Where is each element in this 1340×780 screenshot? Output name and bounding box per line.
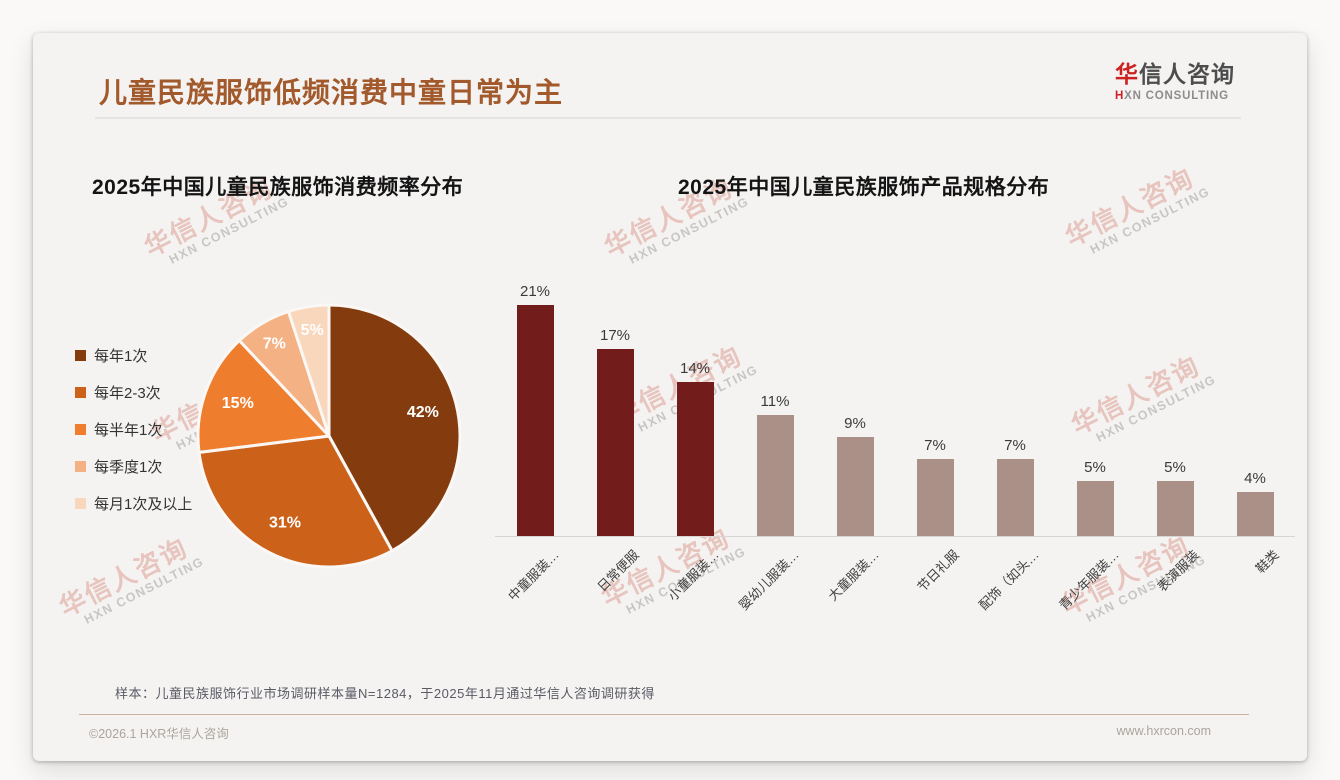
legend-label: 每半年1次 [94,422,163,439]
bar-column: 9% [815,267,895,536]
bar-column: 7% [895,267,975,536]
pie-svg: 42% 31% 15% 7% 5% [196,303,462,569]
pie-slice [287,303,331,438]
pie-slice-label: 31% [269,514,301,531]
legend-label: 每年1次 [94,348,148,365]
bar-chart-title: 2025年中国儿童民族服饰产品规格分布 [678,176,1050,199]
bar-rect [756,415,794,536]
legend-item: 每年2-3次 [75,374,192,411]
legend-swatch [75,387,86,398]
bar-category-label: 日常便服 [594,547,642,595]
pie-slice-label: 42% [407,404,439,421]
pie-chart-title: 2025年中国儿童民族服饰消费频率分布 [92,176,464,199]
legend-swatch [75,461,86,472]
bar-value-label: 21% [519,283,551,300]
bar-column: 4% [1215,267,1295,536]
bar-category-label: 婴幼儿服装… [735,547,802,613]
company-logo: 华信人咨询 HXN CONSULTING [1115,55,1235,102]
logo-english-text: HXN CONSULTING [1115,90,1229,102]
pie-slice [196,339,331,454]
legend-item: 每年1次 [75,337,192,374]
bar-category-label: 小童服装… [665,547,722,604]
footer-divider [79,714,1249,715]
sample-footnote: 样本：儿童民族服饰行业市场调研样本量N=1284，于2025年11月通过华信人咨… [115,686,655,701]
logo-chinese-text: 华信人咨询 [1115,61,1235,87]
bar-rect [1236,492,1274,536]
bar-value-label: 14% [679,360,711,377]
pie-slice-label: 5% [301,322,324,339]
bar-value-label: 7% [924,437,946,454]
bar-rect [1076,481,1114,536]
bar-category-label: 节日礼服 [914,547,962,595]
bar-x-axis-labels: 中童服装… 日常便服 小童服装… 婴幼儿服装… 大童服装… 节日礼服 配饰（如头… 青少年服装… [495,539,1295,639]
bar-value-label: 5% [1164,459,1186,476]
bar-value-label: 5% [1084,459,1106,476]
pie-slice-label: 15% [222,395,254,412]
bar-value-label: 11% [760,393,790,410]
legend-item: 每半年1次 [75,411,192,448]
legend-item: 每月1次及以上 [75,485,192,522]
legend-label: 每年2-3次 [94,385,161,402]
bar-column: 17% [575,267,655,536]
bar-category-label: 配饰（如头… [975,547,1042,613]
bar-rect [836,437,874,536]
page-title: 儿童民族服饰低频消费中童日常为主 [99,77,564,108]
footer-website: www.hxrcon.com [1116,724,1211,738]
legend-swatch [75,498,86,509]
bar-value-label: 9% [844,415,866,432]
bar-column: 5% [1055,267,1135,536]
bar-rect [916,459,954,536]
bar-rect [596,349,634,536]
bar-value-label: 17% [599,327,631,344]
pie-slice-label: 7% [263,336,286,353]
footer-copyright: ©2026.1 HXR华信人咨询 [89,727,229,741]
bar-column: 7% [975,267,1055,536]
bar-category-label: 表演服装 [1154,547,1202,595]
bar-value-label: 4% [1244,470,1266,487]
bar-rect [996,459,1034,536]
bar-category-label: 中童服装… [505,547,562,604]
bar-rect [676,382,714,536]
pie-slice [327,303,462,553]
bar-column: 5% [1135,267,1215,536]
pie-chart: 42% 31% 15% 7% 5% [189,296,469,576]
bar-rect [1156,481,1194,536]
legend-label: 每月1次及以上 [94,496,193,513]
bar-category-label: 大童服装… [825,547,882,604]
legend-label: 每季度1次 [94,459,163,476]
legend-swatch [75,350,86,361]
legend-item: 每季度1次 [75,448,192,485]
bar-category-label: 鞋类 [1252,547,1282,577]
bar-rect [516,305,554,536]
bar-column: 14% [655,267,735,536]
slide-card: 华信人咨询 HXN CONSULTING 华信人咨询 HXN CONSULTING 华信… [33,33,1307,761]
bar-value-label: 7% [1004,437,1026,454]
pie-slice [197,434,394,569]
bar-column: 21% [495,267,575,536]
bar-category-label: 青少年服装… [1055,547,1122,613]
pie-legend: 每年1次每年2-3次 每半年1次每季度1次每月1次及以上 [75,337,192,522]
bar-chart: 21% 17% 14% 11% 9% 7% 7% 5% 5% 4% [495,267,1295,537]
title-divider [95,117,1241,119]
legend-swatch [75,424,86,435]
bar-column: 11% [735,267,815,536]
